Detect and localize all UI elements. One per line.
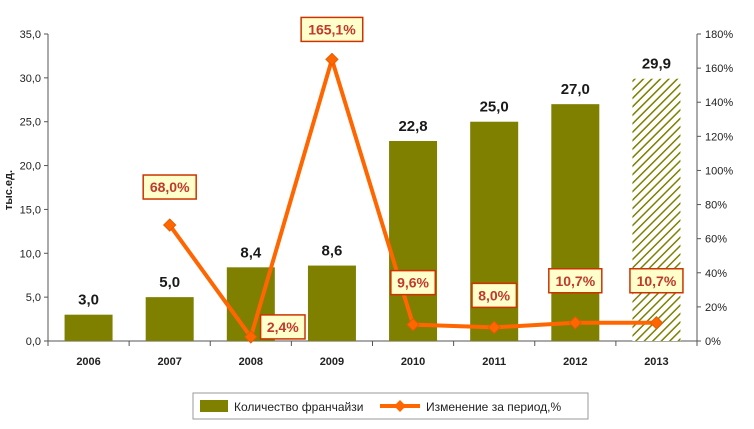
line-marker xyxy=(406,317,420,332)
pct-callout: 10,7% xyxy=(548,268,603,294)
x-tick-label: 2008 xyxy=(239,356,263,368)
x-tick-label: 2011 xyxy=(482,356,506,368)
y2-tick-label: 160% xyxy=(705,63,733,75)
bar-value-label: 27,0 xyxy=(561,81,590,98)
bar-series xyxy=(64,78,681,342)
bar-value-label: 29,9 xyxy=(642,56,671,73)
pct-value-label: 68,0% xyxy=(150,179,190,195)
y-tick-label: 20,0 xyxy=(20,161,41,173)
pct-callout: 165,1% xyxy=(300,16,364,43)
pct-callout-box xyxy=(259,314,306,340)
x-tick-label: 2009 xyxy=(320,356,344,368)
x-tick-label: 2007 xyxy=(157,356,181,368)
bar-value-label: 5,0 xyxy=(159,274,180,291)
y-tick-label: 10,0 xyxy=(20,248,41,260)
bar xyxy=(145,297,194,341)
pct-callout: 68,0% xyxy=(142,174,197,200)
bar xyxy=(470,121,519,341)
pct-value-label: 8,0% xyxy=(478,287,510,303)
y2-tick-label: 120% xyxy=(705,131,733,143)
pct-value-label: 10,7% xyxy=(555,273,595,289)
y-axis-title: тыс.ед. xyxy=(3,170,15,210)
legend-label-line: Изменение за период,% xyxy=(426,400,561,414)
y-tick-label: 35,0 xyxy=(20,29,41,41)
y2-tick-label: 40% xyxy=(705,268,727,280)
y-tick-label: 15,0 xyxy=(20,204,41,216)
legend-label-bars: Количество франчайзи xyxy=(234,400,363,414)
pct-callout-box xyxy=(142,174,197,200)
y-tick-label: 30,0 xyxy=(20,73,41,85)
bar xyxy=(551,104,600,342)
bar-value-label: 8,6 xyxy=(322,243,343,260)
data-labels: 3,0 5,0 8,4 8,6 22,8 25,0 27,0 29,9 68,0% 2,4% 165… xyxy=(78,16,684,340)
bar xyxy=(307,265,356,341)
pct-callout: 8,0% xyxy=(471,282,518,309)
pct-callout-box xyxy=(390,269,437,296)
bar-value-label: 8,4 xyxy=(240,244,262,261)
x-tick-label: 2010 xyxy=(401,356,425,368)
pct-callout-box xyxy=(548,268,603,294)
pct-callout-box xyxy=(629,268,684,294)
y-tick-label: 0,0 xyxy=(26,336,41,348)
bar-value-label: 22,8 xyxy=(398,118,427,135)
y2-tick-label: 80% xyxy=(705,200,727,212)
y2-tick-label: 140% xyxy=(705,97,733,109)
bar xyxy=(389,141,438,341)
pct-callout: 9,6% xyxy=(390,269,437,296)
y2-tick-label: 60% xyxy=(705,234,727,246)
y2-tick-label: 0% xyxy=(705,336,721,348)
pct-value-label: 9,6% xyxy=(397,275,429,291)
line-marker xyxy=(162,218,177,232)
legend: Количество франчайзи Изменение за период,… xyxy=(192,392,589,420)
line-marker xyxy=(487,320,501,335)
line-marker xyxy=(568,316,583,330)
line-marker xyxy=(649,316,664,330)
line-marker xyxy=(325,52,339,67)
x-tick-label: 2006 xyxy=(76,356,100,368)
line-marker xyxy=(244,330,258,344)
pct-callout-box xyxy=(471,282,518,309)
bar xyxy=(632,78,681,341)
pct-value-label: 10,7% xyxy=(637,273,677,289)
y-tick-label: 25,0 xyxy=(20,117,41,129)
x-tick-label: 2013 xyxy=(644,356,668,368)
x-tick-label: 2012 xyxy=(563,356,587,368)
bar xyxy=(64,314,113,341)
bar-value-label: 25,0 xyxy=(480,99,509,116)
bar-value-label: 3,0 xyxy=(78,292,99,309)
y2-tick-label: 100% xyxy=(705,165,733,177)
chart-axes: 0,0 5,0 10,0 15,0 20,0 25,0 30,0 35,0 0% 20% 40% 60… xyxy=(3,29,733,368)
pct-callout: 2,4% xyxy=(259,314,306,340)
pct-value-label: 165,1% xyxy=(308,21,356,37)
line-series xyxy=(162,52,664,344)
y2-tick-label: 20% xyxy=(705,302,727,314)
pct-value-label: 2,4% xyxy=(267,319,299,335)
y-tick-label: 5,0 xyxy=(26,292,41,304)
y2-tick-label: 180% xyxy=(705,29,733,41)
pct-callout: 10,7% xyxy=(629,268,684,294)
pct-callout-box xyxy=(300,16,364,43)
legend-swatch-marker xyxy=(394,400,406,412)
legend-swatch-bars xyxy=(200,400,228,412)
